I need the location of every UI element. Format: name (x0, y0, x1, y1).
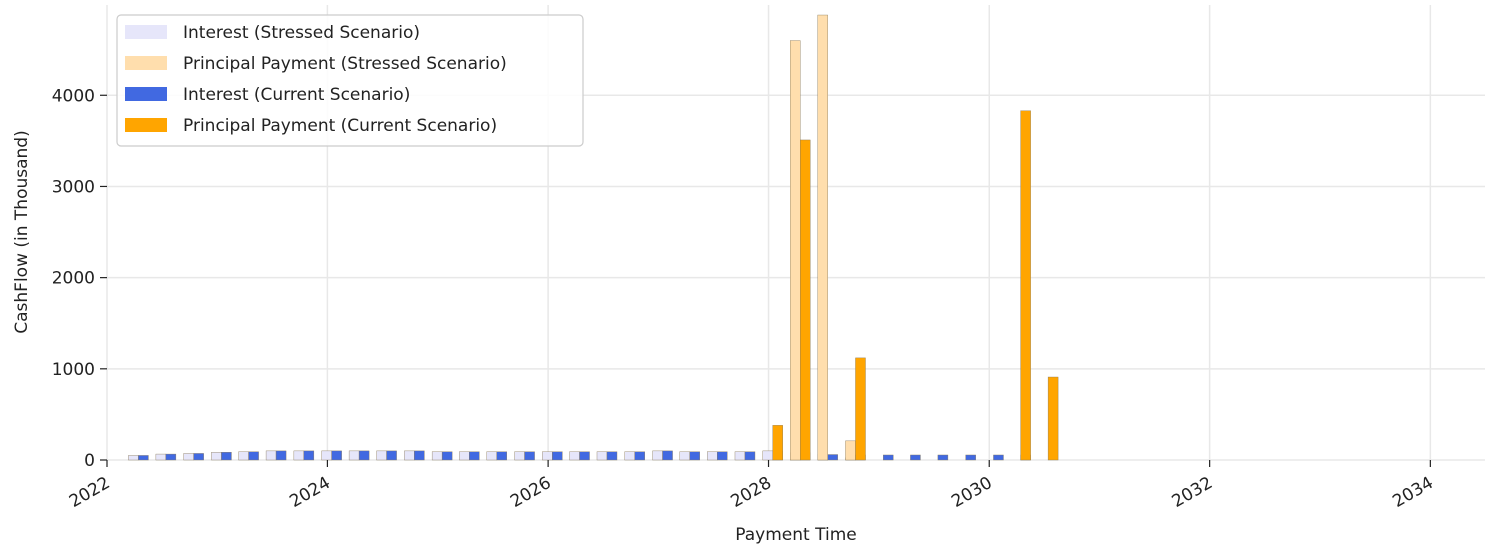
bar-series-0 (734, 451, 746, 461)
legend-swatch (125, 56, 167, 70)
x-tick-label: 2034 (1389, 473, 1436, 512)
bar-series-0 (293, 450, 305, 461)
bar-series-2 (193, 453, 204, 461)
bar-series-0 (376, 450, 387, 461)
axes: 0 1000 2000 3000 4000 2022 2024 2026 2028 2030 203… (52, 86, 1437, 512)
bar-series-2 (386, 450, 397, 461)
bar-series-0 (762, 450, 773, 461)
bar-series-2 (248, 451, 259, 461)
legend-swatch (125, 87, 167, 101)
bars (128, 14, 1059, 461)
bar-series-2 (689, 451, 700, 461)
legend-label: Principal Payment (Current Scenario) (183, 116, 497, 136)
bar-series-2 (606, 451, 618, 461)
bar-series-2 (441, 451, 453, 461)
bar-series-0 (211, 452, 222, 461)
bar-series-2 (414, 450, 425, 461)
bar-series-2 (358, 450, 370, 461)
bar-series-2 (331, 450, 342, 461)
bar-series-2 (744, 451, 756, 461)
bar-series-2 (552, 451, 563, 461)
bar-series-2 (634, 451, 645, 461)
bar-series-1 (790, 40, 801, 461)
bar-series-0 (514, 451, 525, 461)
bar-series-0 (238, 451, 249, 461)
x-tick-label: 2030 (948, 473, 995, 512)
bar-series-0 (431, 451, 443, 461)
bar-series-2 (883, 454, 894, 461)
legend-box (116, 14, 584, 147)
bar-series-2 (965, 454, 976, 461)
bar-series-2 (496, 451, 507, 461)
legend-label: Principal Payment (Stressed Scenario) (183, 54, 507, 74)
bar-series-2 (717, 451, 728, 461)
bar-series-0 (404, 450, 415, 461)
legend: Interest (Stressed Scenario) Principal Pa… (116, 14, 584, 147)
bar-series-0 (128, 455, 139, 461)
x-tick-label: 2028 (728, 473, 775, 512)
bar-series-2 (469, 451, 480, 461)
x-axis-label: Payment Time (735, 525, 856, 545)
bar-series-3 (800, 139, 811, 461)
x-tick-label: 2024 (286, 473, 333, 512)
y-tick-label: 1000 (52, 360, 95, 380)
x-tick-label: 2026 (507, 473, 554, 512)
y-tick-label: 0 (84, 451, 95, 471)
bar-series-2 (524, 451, 535, 461)
bar-series-0 (542, 451, 553, 461)
bar-series-0 (624, 451, 635, 461)
bar-series-2 (221, 452, 232, 461)
y-tick-label: 3000 (52, 177, 95, 197)
bar-series-2 (275, 450, 287, 461)
legend-label: Interest (Current Scenario) (183, 85, 410, 105)
bar-series-0 (679, 451, 690, 461)
x-tick-label: 2032 (1169, 473, 1216, 512)
bar-series-3 (1020, 110, 1031, 461)
bar-series-3 (772, 425, 783, 461)
y-tick-label: 4000 (52, 86, 95, 106)
bar-series-2 (937, 454, 949, 461)
bar-series-0 (459, 451, 470, 461)
bar-series-2 (303, 450, 315, 461)
bar-series-2 (910, 454, 921, 461)
bar-series-0 (707, 451, 718, 461)
bar-series-0 (155, 453, 167, 461)
bar-series-2 (827, 454, 838, 461)
bar-series-0 (596, 451, 608, 461)
bar-series-0 (652, 450, 663, 461)
bar-series-3 (855, 357, 866, 461)
bar-series-0 (348, 450, 360, 461)
y-tick-label: 2000 (52, 269, 95, 289)
legend-label: Interest (Stressed Scenario) (183, 23, 420, 43)
legend-swatch (125, 25, 167, 39)
x-tick-label: 2022 (66, 473, 113, 512)
bar-series-0 (321, 450, 332, 461)
bar-series-2 (993, 454, 1004, 461)
bar-series-1 (817, 14, 828, 461)
bar-series-1 (845, 440, 856, 461)
bar-series-2 (662, 450, 673, 461)
bar-series-0 (486, 451, 497, 461)
bar-series-0 (183, 453, 194, 461)
bar-series-0 (265, 450, 277, 461)
legend-swatch (125, 118, 167, 132)
y-axis-label: CashFlow (in Thousand) (12, 130, 32, 333)
bar-series-2 (579, 451, 590, 461)
bar-series-3 (1047, 376, 1059, 461)
bar-series-2 (138, 455, 149, 461)
bar-series-0 (569, 451, 580, 461)
bar-series-2 (165, 453, 177, 461)
